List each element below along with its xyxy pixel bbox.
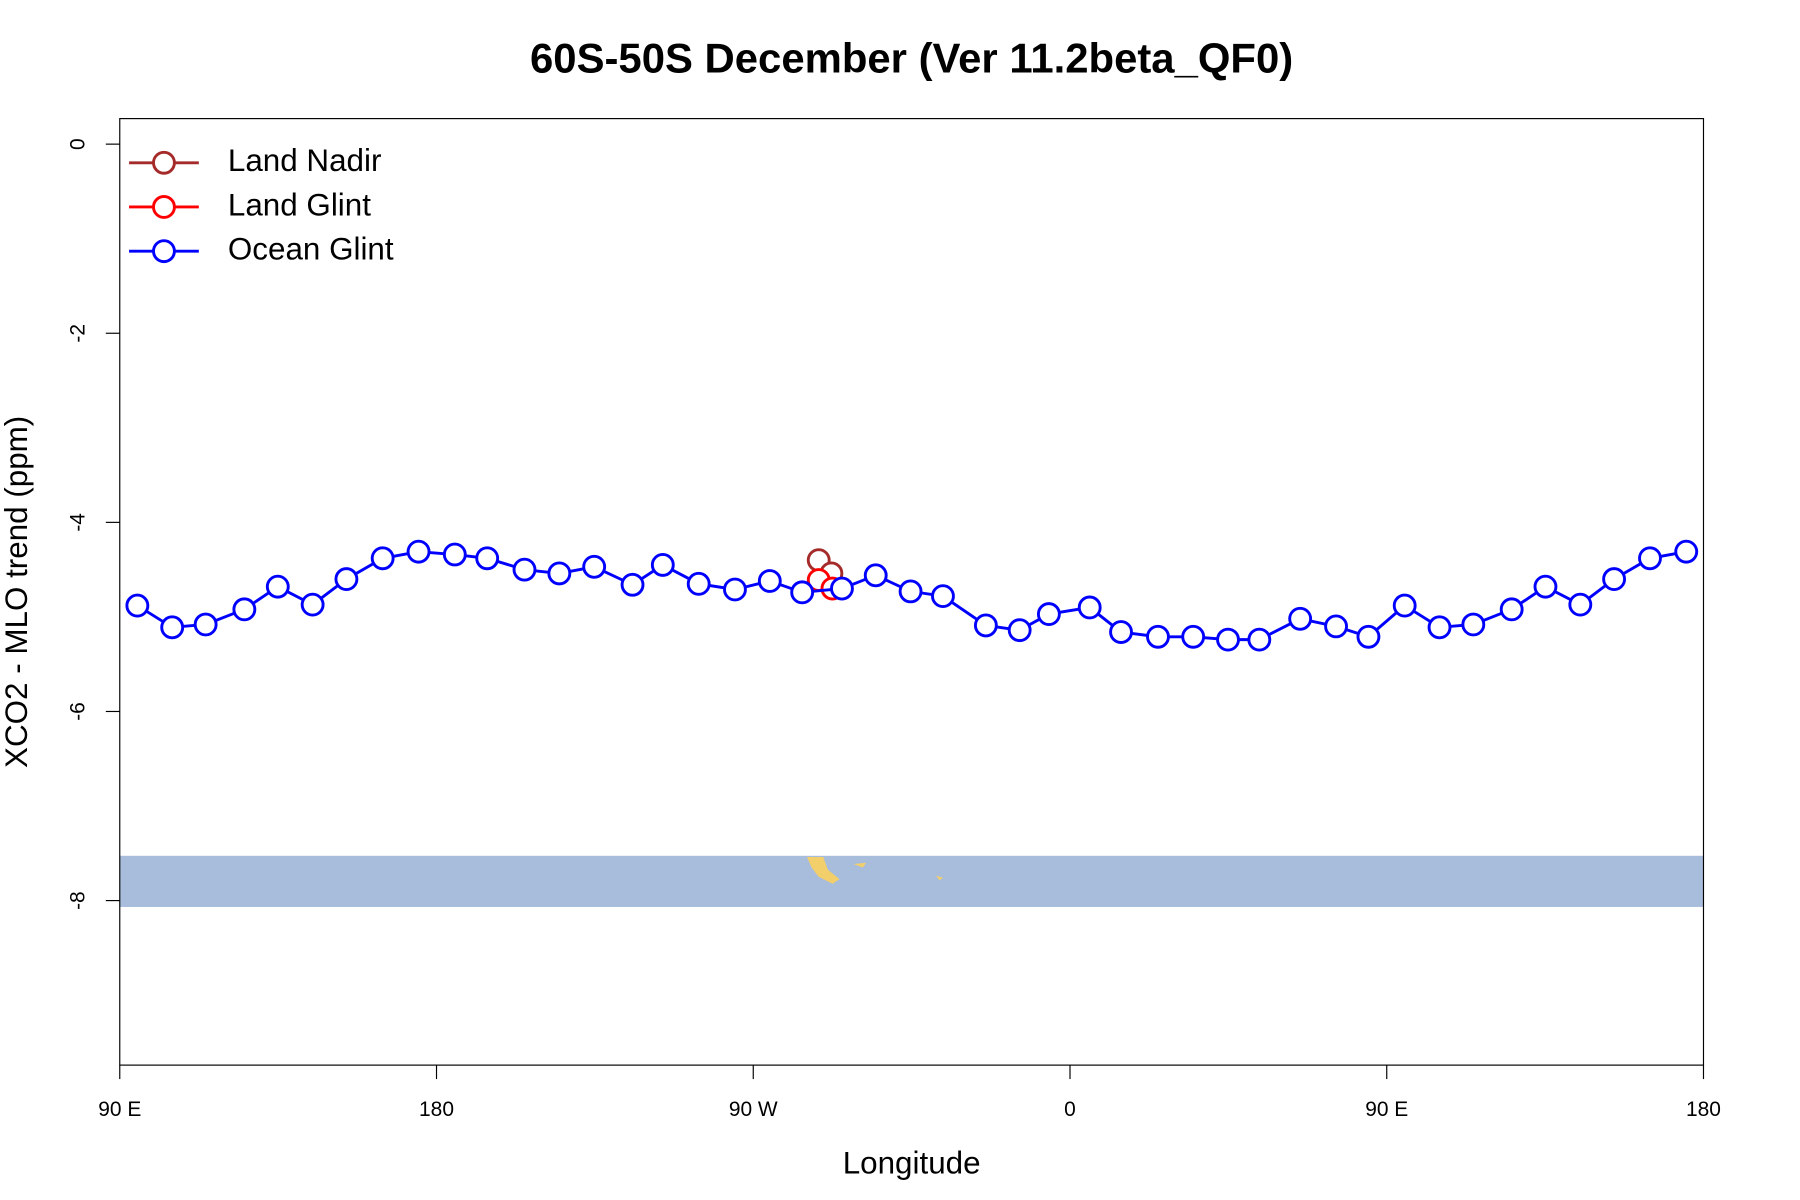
data-point	[898, 579, 923, 604]
data-point	[1324, 614, 1348, 639]
y-tick-label: 0	[67, 138, 90, 150]
y-tick-label: -6	[67, 702, 90, 721]
data-point	[1247, 627, 1272, 652]
y-tick-label: -8	[67, 891, 90, 910]
legend-marker	[152, 195, 176, 219]
data-point	[582, 554, 607, 579]
data-point	[1461, 612, 1486, 637]
x-tick-label: 90 W	[729, 1098, 778, 1121]
map-strip	[119, 855, 1704, 907]
data-point	[686, 571, 711, 596]
data-point	[723, 577, 747, 602]
data-point	[442, 542, 467, 567]
chart-title: 60S-50S December (Ver 11.2beta_QF0)	[530, 35, 1293, 82]
data-point	[1392, 593, 1417, 618]
data-point	[370, 546, 395, 571]
data-point	[1181, 624, 1206, 649]
legend-label: Land Nadir	[228, 143, 382, 178]
data-point	[1288, 606, 1313, 631]
data-point	[650, 552, 675, 577]
x-tick-label: 90 E	[98, 1098, 141, 1121]
data-point	[232, 597, 257, 622]
data-point	[265, 574, 290, 599]
data-point	[1602, 567, 1627, 592]
x-tick-label: 0	[1064, 1098, 1076, 1121]
data-point	[193, 612, 218, 637]
data-point	[1007, 618, 1032, 643]
land-map	[806, 856, 840, 884]
data-point	[1499, 597, 1524, 622]
x-tick-label: 180	[1686, 1098, 1721, 1121]
data-point	[1077, 595, 1102, 620]
x-tick-label: 90 E	[1365, 1098, 1408, 1121]
data-point	[830, 576, 854, 601]
data-point	[125, 593, 150, 618]
data-point	[1356, 624, 1381, 649]
x-axis-label: Longitude	[843, 1145, 981, 1180]
data-point	[1146, 624, 1170, 649]
data-point	[1638, 546, 1662, 571]
plot-frame	[119, 118, 1705, 1066]
data-point	[300, 592, 325, 617]
y-tick-label: -4	[67, 513, 90, 532]
legend: Land Nadir Land Glint Ocean Glint	[129, 143, 394, 266]
land-map	[853, 862, 867, 868]
legend-label: Land Glint	[228, 187, 371, 222]
data-point	[406, 539, 431, 564]
legend-marker	[152, 239, 176, 264]
data-point	[1568, 592, 1593, 617]
data-point	[1674, 539, 1699, 564]
data-point	[620, 572, 645, 597]
data-point	[1216, 627, 1240, 652]
data-point	[1109, 620, 1133, 644]
data-point	[334, 567, 359, 592]
x-tick-label: 180	[419, 1098, 454, 1121]
data-point	[512, 557, 537, 582]
y-tick-label: -2	[67, 324, 90, 343]
data-point	[973, 613, 998, 638]
data-point	[757, 569, 782, 593]
data-point	[931, 584, 955, 609]
data-point	[547, 561, 572, 586]
ocean-map	[119, 855, 1704, 907]
y-axis-label: XCO2 - MLO trend (ppm)	[0, 416, 34, 768]
data-point	[1533, 574, 1558, 599]
land-map	[936, 875, 944, 881]
data-point	[790, 580, 815, 605]
legend-label: Ocean Glint	[228, 231, 394, 266]
data-point	[475, 546, 500, 571]
data-point	[160, 615, 185, 640]
data-point	[1427, 615, 1452, 640]
data-point	[1036, 602, 1061, 626]
legend-marker	[152, 150, 176, 175]
series	[125, 539, 1699, 652]
data-point	[863, 563, 888, 588]
